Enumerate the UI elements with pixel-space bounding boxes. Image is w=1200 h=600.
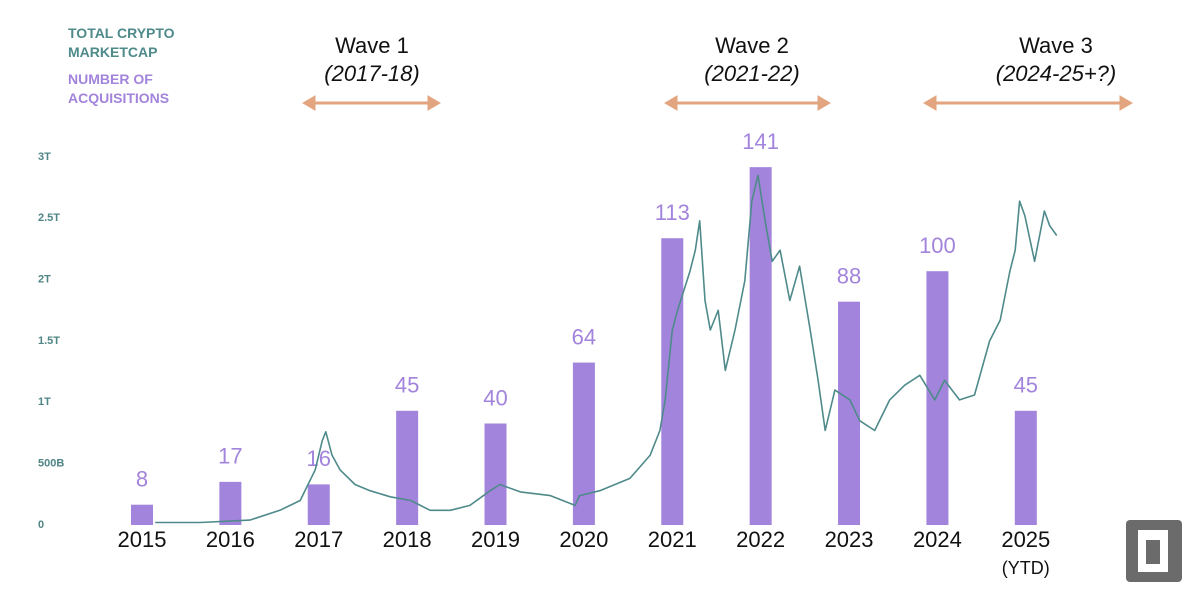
bar <box>1014 410 1037 525</box>
wave-arrow <box>302 95 441 111</box>
x-tick-label: 2023 <box>825 527 874 552</box>
y-tick-label: 2.5T <box>38 212 60 224</box>
x-tick-label: 2020 <box>559 527 608 552</box>
bar <box>484 423 507 525</box>
bar <box>926 271 949 525</box>
wave-title: Wave 2 <box>715 33 789 58</box>
x-tick-label: 2025 (YTD) <box>1001 527 1050 578</box>
data-label: 88 <box>837 263 861 288</box>
wave-title: Wave 3 <box>1019 33 1093 58</box>
bar <box>838 301 861 525</box>
data-label: 64 <box>572 324 596 349</box>
y-tick-label: 0 <box>38 519 44 531</box>
data-label: 17 <box>218 444 242 469</box>
data-label: 113 <box>655 200 690 225</box>
wave-period: (2024-25+?) <box>996 61 1116 86</box>
bar <box>130 504 153 525</box>
arrow-head <box>664 95 678 111</box>
bar <box>572 362 595 525</box>
y-tick-label: 2T <box>38 274 51 286</box>
arrow-head <box>923 95 937 111</box>
arrow-head <box>1119 95 1133 111</box>
x-tick-label: 2022 <box>736 527 785 552</box>
wave-title: Wave 1 <box>335 33 409 58</box>
x-tick-label: 2018 <box>383 527 432 552</box>
wave-period: (2017-18) <box>324 61 419 86</box>
bar <box>661 238 684 525</box>
bar <box>219 481 242 525</box>
x-tick-label: 2021 <box>648 527 697 552</box>
legend-line: TOTAL CRYPTO MARKETCAP <box>68 25 175 60</box>
y-tick-label: 1T <box>38 396 51 408</box>
data-label: 8 <box>136 467 148 492</box>
data-label: 45 <box>1014 373 1038 398</box>
wave-arrow <box>923 95 1133 111</box>
wave-arrow <box>664 95 831 111</box>
y-tick-label: 500B <box>38 458 64 470</box>
bar <box>307 484 330 525</box>
arrow-head <box>302 95 316 111</box>
x-tick-label: 2019 <box>471 527 520 552</box>
y-tick-label: 1.5T <box>38 335 60 347</box>
y-tick-label: 3T <box>38 151 51 163</box>
data-label: 45 <box>395 373 419 398</box>
data-label: 16 <box>307 446 331 471</box>
legend-bar: NUMBER OF ACQUISITIONS <box>68 71 170 106</box>
arrow-head <box>817 95 831 111</box>
x-tick-label: 2016 <box>206 527 255 552</box>
data-label: 100 <box>919 233 956 258</box>
data-label: 141 <box>742 129 779 154</box>
data-label: 40 <box>483 385 507 410</box>
x-tick-label: 2015 <box>118 527 167 552</box>
bar <box>396 410 419 525</box>
bar <box>749 167 772 525</box>
arrow-head <box>427 95 441 111</box>
x-tick-label: 2017 <box>294 527 343 552</box>
logo <box>1126 520 1182 582</box>
line <box>155 174 1058 524</box>
wave-period: (2021-22) <box>704 61 799 86</box>
x-tick-label: 2024 <box>913 527 962 552</box>
